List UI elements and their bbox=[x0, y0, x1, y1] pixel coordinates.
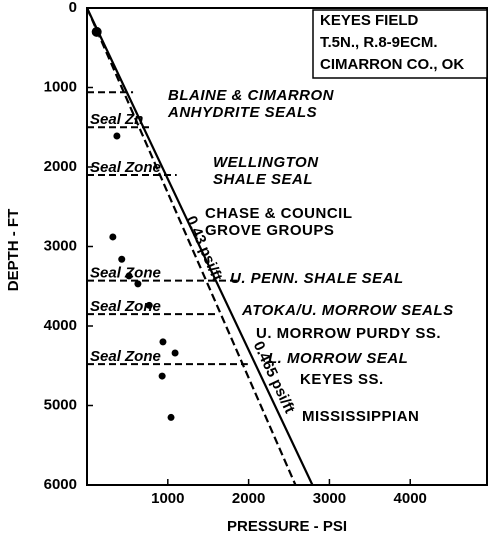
annotation: SHALE SEAL bbox=[213, 171, 313, 188]
box-line: CIMARRON CO., OK bbox=[320, 56, 464, 73]
annotation: ANHYDRITE SEALS bbox=[167, 104, 317, 121]
gradient-line bbox=[85, 7, 297, 486]
annotation: MISSISSIPPIAN bbox=[302, 408, 419, 425]
y-tick-label: 5000 bbox=[44, 396, 77, 413]
gradient-line bbox=[86, 7, 314, 486]
data-point bbox=[145, 301, 153, 309]
y-tick-label: 2000 bbox=[44, 158, 77, 175]
y-tick-label: 1000 bbox=[44, 78, 77, 95]
data-point bbox=[167, 413, 175, 421]
seal-label: Seal Zone bbox=[90, 265, 161, 282]
x-tick-label: 3000 bbox=[313, 490, 346, 507]
seal-label: Seal Zone bbox=[90, 348, 161, 365]
box-line: KEYES FIELD bbox=[320, 12, 419, 29]
data-point bbox=[158, 372, 166, 380]
x-axis-label: PRESSURE - PSI bbox=[227, 518, 347, 535]
annotation: WELLINGTON bbox=[213, 154, 319, 171]
x-tick-label: 1000 bbox=[151, 490, 184, 507]
y-axis-label: DEPTH - FT bbox=[5, 209, 22, 292]
y-tick-label: 4000 bbox=[44, 317, 77, 334]
seal-label: Seal Zone bbox=[90, 159, 161, 176]
data-point bbox=[125, 272, 133, 280]
y-tick-label: 0 bbox=[69, 0, 77, 16]
data-point bbox=[113, 132, 121, 140]
annotation: L. MORROW SEAL bbox=[268, 350, 408, 367]
y-tick-label: 3000 bbox=[44, 237, 77, 254]
seal-label: Seal Zn bbox=[90, 111, 143, 128]
y-tick-label: 6000 bbox=[44, 476, 77, 493]
x-tick-label: 4000 bbox=[394, 490, 427, 507]
data-point bbox=[118, 255, 126, 263]
data-point bbox=[134, 280, 142, 288]
annotation: KEYES SS. bbox=[300, 371, 384, 388]
data-point bbox=[91, 26, 102, 37]
annotation: BLAINE & CIMARRON bbox=[168, 87, 335, 104]
title-box bbox=[312, 9, 488, 79]
data-point bbox=[171, 349, 179, 357]
x-tick-label: 2000 bbox=[232, 490, 265, 507]
seal-label: Seal Zone bbox=[90, 298, 161, 315]
annotation: ATOKA/U. MORROW SEALS bbox=[241, 302, 454, 319]
box-line: T.5N., R.8-9ECM. bbox=[320, 34, 438, 51]
annotation: U. MORROW PURDY SS. bbox=[256, 325, 441, 342]
data-point bbox=[159, 338, 167, 346]
annotation: GROVE GROUPS bbox=[205, 222, 334, 239]
annotation: U. PENN. SHALE SEAL bbox=[230, 270, 404, 287]
data-point bbox=[109, 233, 117, 241]
annotation: CHASE & COUNCIL bbox=[205, 205, 353, 222]
